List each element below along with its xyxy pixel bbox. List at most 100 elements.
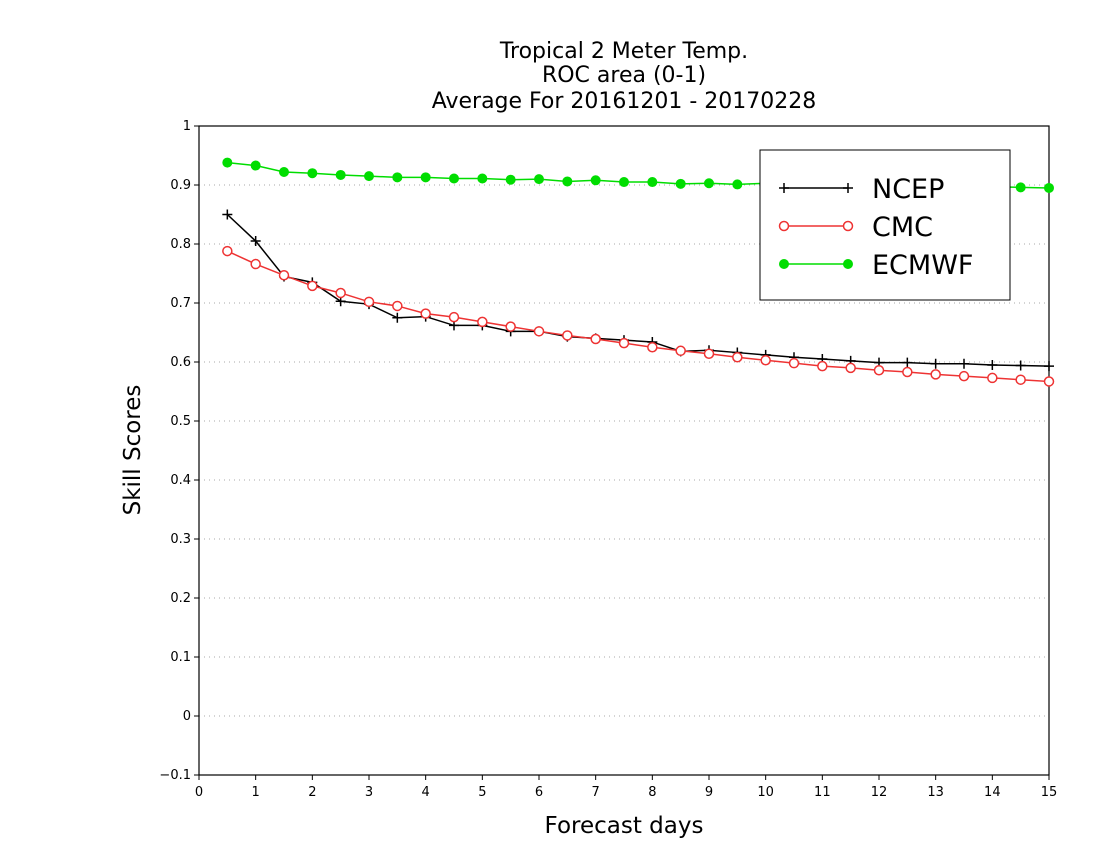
y-tick-label-9: 0.8	[170, 237, 191, 252]
y-tick-label-8: 0.7	[170, 296, 191, 311]
data-point-cmc-22	[845, 362, 856, 374]
data-point-cmc-3	[307, 280, 318, 292]
x-tick-label-13: 13	[927, 785, 944, 800]
data-point-cmc-18	[732, 352, 743, 363]
legend-label-cmc: CMC	[872, 212, 933, 243]
data-point-cmc-7	[420, 308, 431, 319]
data-point-cmc-13	[590, 333, 601, 345]
data-point-ecmwf-5	[364, 171, 374, 182]
chart-title-line-1: Tropical 2 Meter Temp.	[499, 39, 748, 64]
x-tick-label-0: 0	[195, 785, 203, 800]
data-point-ecmwf-0	[222, 157, 233, 168]
legend-marker-right-ncep	[843, 183, 853, 193]
data-point-cmc-26	[958, 370, 970, 382]
y-tick-label-6: 0.5	[170, 414, 191, 429]
x-tick-label-12: 12	[871, 785, 888, 800]
legend-marker-left-ncep	[779, 183, 789, 193]
data-point-ncep-24	[902, 357, 913, 368]
data-point-cmc-10	[505, 321, 516, 332]
y-tick-label-4: 0.3	[170, 532, 191, 547]
data-point-cmc-24	[902, 366, 913, 378]
data-point-ecmwf-8	[449, 173, 459, 184]
data-point-cmc-16	[675, 345, 686, 357]
data-point-ecmwf-7	[420, 172, 431, 183]
legend-marker-right-ecmwf	[843, 259, 853, 269]
x-tick-label-14: 14	[984, 785, 1001, 800]
data-point-cmc-27	[987, 372, 998, 384]
chart-title-line-3: Average For 20161201 - 20170228	[432, 89, 817, 114]
data-point-ncep-1	[250, 236, 261, 247]
data-point-ecmwf-13	[590, 175, 601, 186]
data-point-cmc-11	[533, 326, 545, 337]
data-point-ecmwf-9	[477, 173, 488, 184]
x-tick-label-6: 6	[535, 785, 543, 800]
data-point-ecmwf-15	[647, 177, 658, 188]
legend-marker-left-cmc	[778, 220, 790, 232]
y-tick-label-11: 1	[183, 119, 191, 134]
y-tick-label-1: 0	[183, 709, 191, 724]
data-point-ncep-26	[959, 358, 969, 369]
legend: NCEP CMC ECMWF	[759, 149, 1011, 301]
data-point-ecmwf-29	[1044, 182, 1054, 193]
y-tick-label-0: −0.1	[159, 768, 191, 783]
series-cmc	[222, 245, 1055, 387]
data-point-cmc-21	[817, 360, 828, 372]
data-point-ecmwf-11	[534, 174, 544, 185]
data-point-cmc-29	[1043, 376, 1055, 387]
chart-title-line-2: ROC area (0-1)	[542, 63, 706, 88]
data-point-ecmwf-16	[675, 178, 686, 189]
data-point-ecmwf-4	[335, 169, 346, 180]
axes: −0.100.10.20.30.40.50.60.70.80.910 1 2 3 4 5 6…	[159, 119, 1057, 800]
data-point-ecmwf-1	[250, 160, 261, 171]
legend-label-ecmwf: ECMWF	[872, 250, 973, 281]
data-point-cmc-6	[392, 300, 403, 312]
data-point-cmc-9	[477, 316, 488, 328]
data-point-cmc-20	[788, 357, 800, 369]
data-point-ecmwf-10	[505, 174, 516, 185]
data-point-cmc-15	[647, 342, 658, 353]
x-tick-label-1: 1	[252, 785, 260, 800]
x-tick-label-11: 11	[814, 785, 831, 800]
data-point-ncep-29	[1044, 361, 1054, 372]
data-point-ecmwf-17	[704, 178, 714, 189]
data-point-cmc-23	[873, 365, 885, 376]
x-axis-label: Forecast days	[545, 813, 704, 839]
data-point-cmc-4	[335, 287, 346, 299]
data-point-ecmwf-2	[279, 167, 289, 178]
legend-marker-right-cmc	[842, 220, 854, 232]
x-tick-label-4: 4	[422, 785, 430, 800]
data-point-ecmwf-28	[1015, 182, 1026, 193]
data-point-cmc-1	[250, 258, 261, 270]
y-tick-label-3: 0.2	[170, 591, 191, 606]
data-point-cmc-28	[1015, 374, 1026, 385]
data-point-cmc-17	[703, 348, 715, 359]
data-point-ecmwf-6	[392, 172, 403, 183]
data-point-cmc-14	[618, 337, 630, 349]
x-tick-label-10: 10	[757, 785, 774, 800]
x-tick-label-5: 5	[478, 785, 486, 800]
x-tick-label-2: 2	[308, 785, 316, 800]
y-tick-label-2: 0.1	[170, 650, 191, 665]
data-point-ecmwf-12	[562, 176, 573, 187]
data-point-cmc-2	[278, 270, 290, 281]
data-point-ncep-25	[930, 358, 941, 369]
data-point-ecmwf-3	[307, 168, 318, 179]
y-tick-label-10: 0.9	[170, 178, 191, 193]
y-axis-label: Skill Scores	[120, 385, 146, 516]
data-point-ncep-27	[987, 359, 998, 370]
data-point-cmc-8	[448, 311, 460, 323]
x-tick-label-7: 7	[592, 785, 600, 800]
data-point-ecmwf-18	[732, 179, 743, 190]
data-point-ncep-6	[392, 312, 403, 323]
y-tick-label-7: 0.6	[170, 355, 191, 370]
legend-marker-left-ecmwf	[779, 259, 789, 269]
data-point-cmc-19	[760, 354, 771, 366]
x-tick-label-8: 8	[648, 785, 656, 800]
legend-label-ncep: NCEP	[872, 174, 944, 205]
x-tick-label-3: 3	[365, 785, 373, 800]
legend-box	[759, 149, 1011, 301]
y-tick-label-5: 0.4	[170, 473, 191, 488]
x-tick-label-9: 9	[705, 785, 713, 800]
data-point-cmc-12	[562, 330, 573, 341]
